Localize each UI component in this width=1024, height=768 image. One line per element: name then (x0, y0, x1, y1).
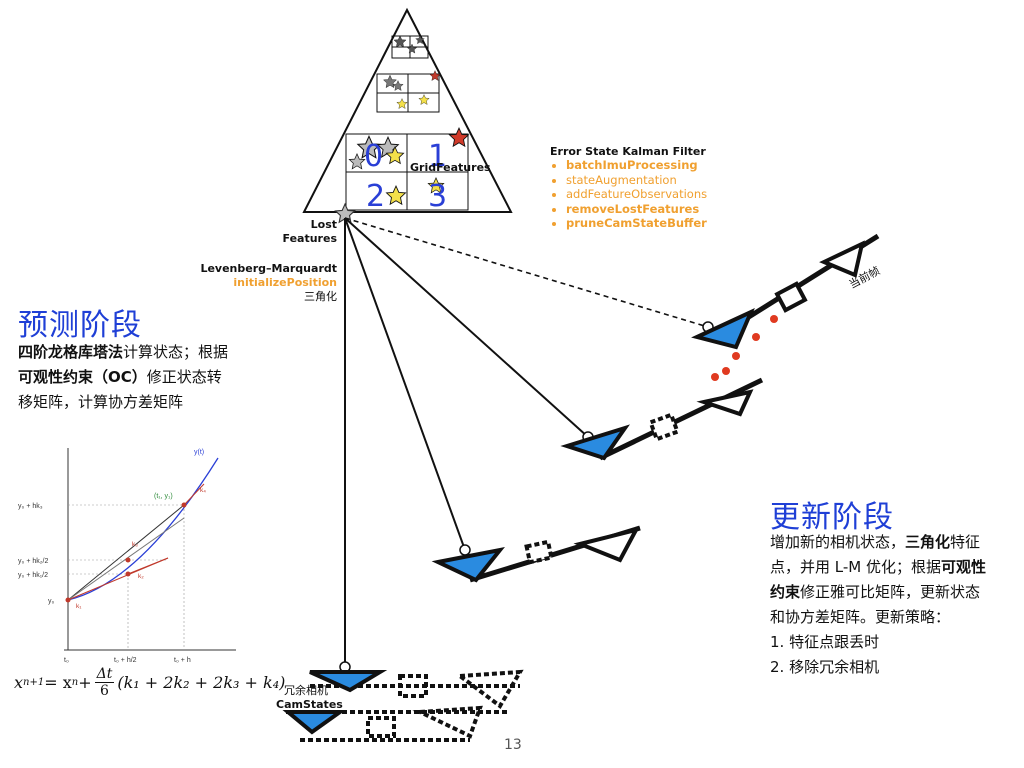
predict-text: 四阶龙格库塔法计算状态；根据 可观性约束（OC）修正状态转 移矩阵，计算协方差矩… (18, 343, 229, 411)
rk-k2: k₂ (138, 573, 144, 580)
rk-k1: k₁ (76, 603, 82, 610)
rk-point-label: (t₁, y₁) (154, 493, 173, 500)
rk-k3: k₃ (132, 541, 138, 548)
lm-note: 三角化 (304, 290, 337, 303)
grid-features-label: GridFeatures (410, 161, 491, 174)
lm-func: initializePosition (233, 276, 337, 289)
predict-title: 预测阶段 (18, 308, 142, 343)
trajectory-dots (711, 315, 778, 381)
rk-xtick-0: t₀ (64, 657, 69, 664)
middle-stars (383, 70, 441, 109)
camera-lower (431, 525, 641, 583)
pyramid-level-middle (376, 73, 440, 113)
ekf-title: Error State Kalman Filter (550, 145, 706, 158)
rk-axes (64, 448, 236, 651)
ray-endpoints (339, 321, 714, 673)
ekf-item: pruneCamStateBuffer (566, 216, 750, 231)
observation-rays (344, 217, 709, 667)
update-item: 2. 移除冗余相机 (770, 658, 880, 676)
formula-fraction: Δt 6 (94, 666, 115, 699)
rk-points (65, 502, 187, 603)
lm-title: Levenberg–Marquardt (200, 262, 337, 275)
rk-xtick-2: t₀ + h (174, 657, 191, 664)
ekf-list: batchImuProcessing stateAugmentation add… (550, 158, 750, 231)
redundant-cameras (282, 669, 524, 742)
current-frame-camera (691, 233, 880, 350)
rk-ytick-3: y₀ (48, 598, 55, 605)
rk-curve-label: y(t) (194, 449, 204, 456)
pyramid-level-top (391, 35, 429, 59)
rk-guides (68, 504, 185, 650)
rk-xtick-1: t₀ + h/2 (114, 657, 137, 664)
rk-k4: k₄ (200, 487, 206, 494)
ekf-item: batchImuProcessing (566, 158, 750, 173)
grid-digit-3: 3 (428, 179, 448, 214)
ekf-item: removeLostFeatures (566, 202, 750, 217)
redundant-cams-label: 冗余相机 CamStates (276, 684, 343, 711)
top-stars (393, 35, 425, 54)
rk-ytick-0: y₀ + hk₃ (18, 503, 43, 510)
camera-middle (560, 377, 764, 461)
lost-features-label: Lost Features (282, 218, 337, 245)
ekf-item: addFeatureObservations (566, 187, 750, 202)
grid-digit-1: 1 (428, 139, 448, 174)
page-number: 13 (504, 737, 522, 753)
grid-digit-0: 0 (364, 139, 384, 174)
feature-pyramid (302, 7, 513, 213)
update-text: 增加新的相机状态，三角化特征 点，并用 L-M 优化；根据可观性 约束修正雅可比… (770, 530, 1020, 680)
rk-plot: y(t) (t₁, y₁) y₀ + hk₃ y₀ + hk₂/2 y₀ + h… (18, 448, 236, 664)
lm-block: Levenberg–Marquardt initializePosition 三… (190, 262, 337, 304)
rk-ytick-2: y₀ + hk₁/2 (18, 572, 48, 579)
ekf-item: stateAugmentation (566, 173, 750, 188)
rk-ytick-1: y₀ + hk₂/2 (18, 558, 48, 565)
rk-curve (67, 457, 219, 601)
grid-digit-2: 2 (366, 179, 386, 214)
pyramid-level-grid (345, 133, 469, 211)
update-title: 更新阶段 (770, 500, 894, 535)
ekf-block: Error State Kalman Filter batchImuProces… (550, 145, 750, 231)
update-item: 1. 特征点跟丢时 (770, 633, 880, 651)
